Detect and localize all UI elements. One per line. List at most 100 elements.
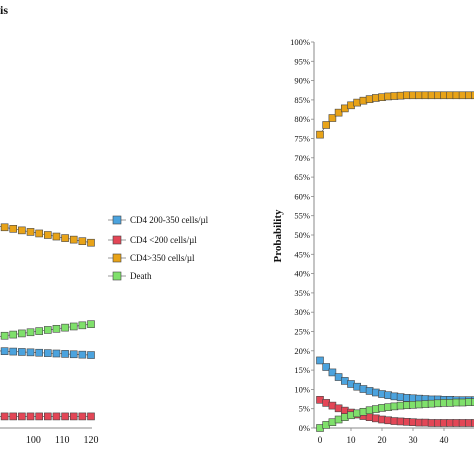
legend-label: Death [130, 271, 152, 281]
left-point [35, 348, 43, 357]
left-point [87, 320, 95, 328]
left-point [52, 324, 61, 333]
left-plot-area [0, 223, 95, 421]
y-tick-label: 50% [294, 230, 310, 240]
right-y-ticks: 0% 5% 10% 15% 20% 25% 30% 35% 40% 45% 50% 55% 60% 65%… [290, 37, 314, 433]
left-point [52, 349, 61, 358]
left-point [78, 412, 87, 421]
y-tick-label: 100% [290, 37, 310, 47]
left-point [61, 412, 69, 421]
left-point [78, 237, 87, 245]
left-point [69, 412, 78, 421]
y-tick-label: 55% [294, 211, 310, 221]
y-axis-label: Probability [272, 209, 284, 262]
left-point [61, 234, 69, 242]
right-x-ticks: 0 10 20 30 40 [318, 428, 449, 445]
right-point [328, 368, 337, 377]
y-tick-label: 45% [294, 249, 310, 259]
right-series-2 [316, 91, 474, 139]
left-panel-title: is [0, 3, 8, 17]
left-point [43, 231, 52, 239]
y-tick-label: 20% [294, 346, 310, 356]
left-point [0, 331, 9, 340]
left-x-tick-label: 110 [55, 435, 70, 446]
legend-swatch [112, 271, 122, 281]
left-point [78, 321, 87, 330]
legend-item-0: CD4 200-350 cells/µl [108, 215, 209, 225]
left-point [61, 350, 69, 358]
legend-item-1: CD4 <200 cells/µl [108, 235, 197, 245]
right-point [471, 419, 474, 427]
right-point [316, 356, 324, 365]
left-point [43, 349, 52, 357]
y-tick-label: 30% [294, 307, 310, 317]
left-point [9, 225, 18, 233]
legend: CD4 200-350 cells/µl CD4 <200 cells/µl CD4… [108, 215, 209, 281]
right-point [316, 130, 324, 139]
y-tick-label: 35% [294, 288, 310, 298]
right-point [334, 108, 343, 117]
right-series-0 [316, 356, 474, 405]
x-tick-label: 20 [378, 435, 388, 445]
left-point [9, 347, 18, 356]
right-point [471, 91, 474, 100]
left-point [26, 348, 35, 357]
right-plot-area [316, 91, 474, 432]
left-point [52, 232, 61, 241]
left-point [9, 330, 18, 339]
left-point [69, 350, 78, 359]
y-tick-label: 60% [294, 191, 310, 201]
y-tick-label: 15% [294, 365, 310, 375]
left-point [61, 323, 69, 332]
legend-swatch [112, 215, 122, 225]
left-point [69, 235, 78, 244]
y-tick-label: 65% [294, 172, 310, 182]
left-point [26, 412, 35, 421]
right-series-line [319, 94, 474, 135]
y-tick-label: 95% [294, 56, 310, 66]
left-point [18, 329, 26, 338]
y-tick-label: 80% [294, 114, 310, 124]
left-x-tick-label: 120 [84, 435, 99, 446]
left-point [69, 322, 78, 331]
left-point [35, 229, 43, 238]
legend-label: CD4 <200 cells/µl [130, 235, 197, 245]
left-point [35, 412, 43, 421]
left-point [26, 328, 35, 337]
right-point [334, 373, 343, 381]
legend-label: CD4 200-350 cells/µl [130, 215, 209, 225]
right-point [471, 398, 474, 406]
left-point [18, 226, 26, 235]
y-tick-label: 70% [294, 153, 310, 163]
left-x-tick-label: 100 [26, 435, 41, 446]
left-series-1 [0, 412, 95, 421]
left-point [87, 412, 95, 421]
left-point [0, 347, 9, 355]
left-point [0, 223, 9, 232]
y-tick-label: 40% [294, 269, 310, 279]
left-x-ticks: 100 110 120 [26, 435, 99, 446]
left-point [18, 348, 26, 356]
y-tick-label: 10% [294, 384, 310, 394]
legend-swatch [112, 235, 122, 245]
right-point [322, 121, 331, 129]
y-tick-label: 90% [294, 76, 310, 86]
left-point [43, 412, 52, 421]
y-tick-label: 0% [299, 423, 310, 433]
x-tick-label: 0 [318, 435, 323, 445]
left-point [0, 412, 9, 421]
y-tick-label: 85% [294, 95, 310, 105]
right-series-1 [316, 396, 474, 427]
y-tick-label: 75% [294, 134, 310, 144]
left-point [87, 238, 95, 247]
left-series-2 [0, 223, 95, 247]
left-point [52, 412, 61, 421]
left-point [18, 412, 26, 421]
right-point [322, 363, 331, 371]
left-series-0 [0, 347, 95, 359]
left-series-3 [0, 320, 95, 340]
y-tick-label: 5% [299, 404, 310, 414]
legend-item-2: CD4>350 cells/µl [108, 253, 195, 263]
x-tick-label: 10 [347, 435, 357, 445]
